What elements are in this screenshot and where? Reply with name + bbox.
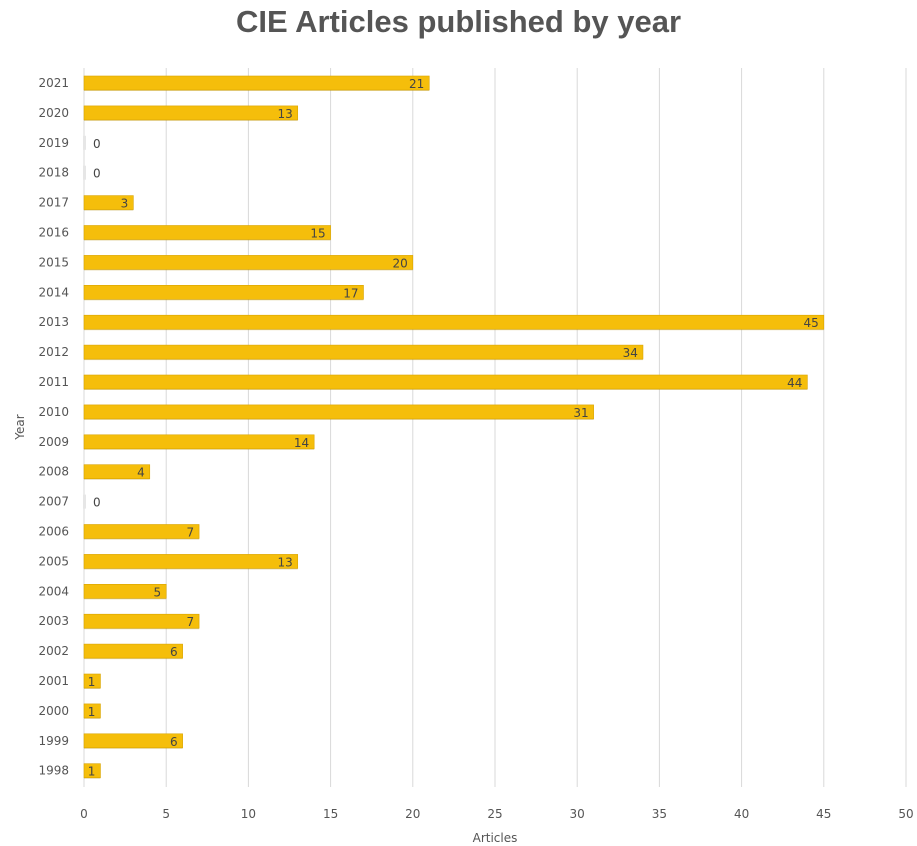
bar: [83, 763, 101, 779]
y-tick-label: 2014: [38, 285, 69, 299]
x-tick-label: 5: [162, 807, 170, 821]
x-tick-label: 50: [898, 807, 913, 821]
data-label: 6: [170, 735, 178, 749]
bar: [83, 703, 101, 719]
y-tick-label: 2013: [38, 315, 69, 329]
x-axis-label: Articles: [473, 831, 518, 845]
y-tick-label: 1999: [38, 734, 69, 748]
bar: [83, 105, 299, 121]
y-tick-label: 2017: [38, 196, 69, 210]
data-label: 15: [310, 227, 325, 241]
bar: [83, 464, 151, 480]
y-tick-label: 2020: [38, 106, 69, 120]
bar: [83, 225, 331, 240]
bar: [83, 643, 183, 659]
data-label: 0: [93, 137, 101, 151]
bar: [83, 434, 315, 450]
y-tick-label: 2005: [38, 554, 69, 568]
y-tick-label: 2012: [38, 345, 69, 359]
bar: [83, 583, 167, 599]
y-tick-label: 2015: [38, 255, 69, 269]
data-label: 0: [93, 496, 101, 510]
data-label: 7: [186, 615, 194, 629]
bar: [83, 284, 364, 300]
data-label: 20: [393, 256, 408, 270]
data-label: 14: [294, 436, 309, 450]
x-tick-label: 25: [487, 807, 502, 821]
data-label: 1: [88, 705, 96, 719]
data-label: 6: [170, 645, 178, 659]
y-tick-label: 2007: [38, 495, 69, 509]
y-tick-label: 1998: [38, 764, 69, 778]
bar: [83, 75, 430, 91]
x-tick-label: 15: [323, 807, 338, 821]
y-tick-label: 2009: [38, 435, 69, 449]
y-axis-label: Year: [13, 414, 27, 440]
x-axis-ticks: 0 5 10 15 20 25 30 35 40 45 50: [80, 807, 913, 821]
data-label: 17: [343, 286, 358, 300]
y-tick-label: 2003: [38, 614, 69, 628]
bars: [83, 75, 825, 779]
bar: [83, 195, 134, 210]
x-tick-label: 10: [241, 807, 256, 821]
data-label: 1: [88, 765, 96, 779]
data-label: 1: [88, 675, 96, 689]
y-tick-label: 2019: [38, 136, 69, 150]
y-tick-label: 2002: [38, 644, 69, 658]
bar: [83, 135, 86, 150]
y-tick-label: 2021: [38, 76, 69, 90]
data-label: 45: [804, 316, 819, 330]
data-label: 3: [121, 197, 129, 211]
data-label: 7: [186, 526, 194, 540]
bar: [83, 494, 86, 509]
x-tick-label: 35: [652, 807, 667, 821]
data-label: 34: [623, 346, 638, 360]
data-label: 13: [277, 555, 292, 569]
y-tick-label: 2001: [38, 674, 69, 688]
bar: [83, 404, 594, 420]
bar: [83, 554, 299, 569]
chart-title: CIE Articles published by year: [235, 4, 682, 39]
y-tick-label: 2008: [38, 465, 69, 479]
bar: [83, 733, 183, 749]
grid-lines: [83, 68, 907, 787]
bar: [83, 344, 644, 360]
data-label: 4: [137, 466, 145, 480]
y-axis-ticks: 2021 2020 2019 2018 2017 2016 2015 2014 2013 2012…: [38, 76, 69, 778]
data-label: 44: [787, 376, 802, 390]
bar: [83, 374, 808, 390]
bar: [83, 314, 825, 330]
y-tick-label: 2004: [38, 584, 69, 598]
data-label: 13: [277, 107, 292, 121]
bar: [83, 165, 86, 180]
y-tick-label: 2000: [38, 704, 69, 718]
bar: [83, 524, 200, 539]
x-tick-label: 30: [570, 807, 585, 821]
y-tick-label: 2018: [38, 166, 69, 180]
x-tick-label: 20: [405, 807, 420, 821]
x-tick-label: 0: [80, 807, 88, 821]
bar: [83, 673, 101, 689]
data-label: 0: [93, 167, 101, 181]
bar: [83, 613, 200, 629]
y-tick-label: 2016: [38, 226, 69, 240]
y-tick-label: 2011: [38, 375, 69, 389]
y-tick-label: 2010: [38, 405, 69, 419]
x-tick-label: 40: [734, 807, 749, 821]
x-tick-label: 45: [816, 807, 831, 821]
bar: [83, 255, 414, 270]
data-label: 21: [409, 77, 424, 91]
y-tick-label: 2006: [38, 525, 69, 539]
data-label: 5: [154, 585, 162, 599]
data-label: 31: [573, 406, 588, 420]
